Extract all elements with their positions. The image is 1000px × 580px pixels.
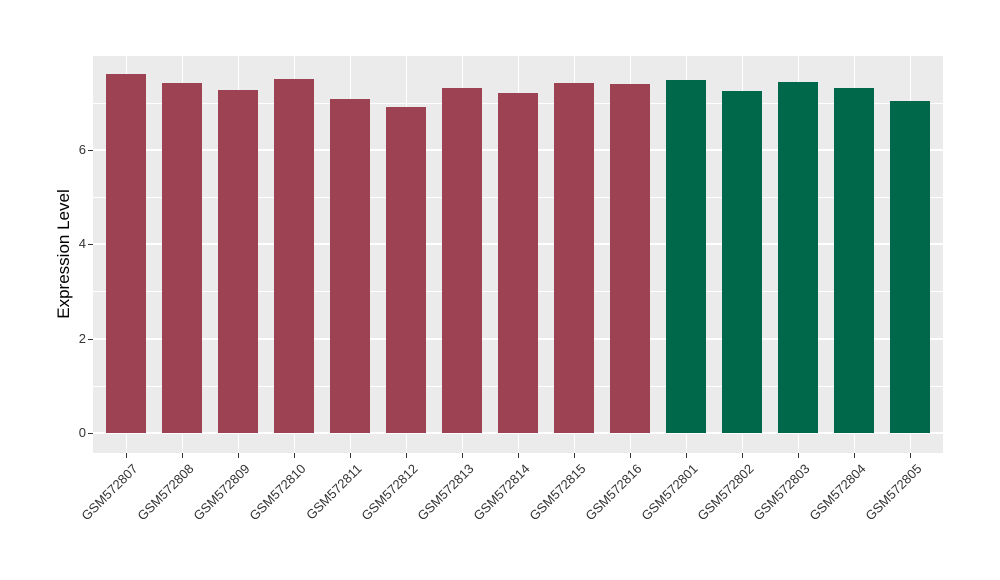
x-tick-mark xyxy=(798,453,799,458)
x-tick-label: GSM572804 xyxy=(806,461,869,524)
x-tick-label: GSM572816 xyxy=(582,461,645,524)
y-tick-mark xyxy=(88,433,93,434)
x-tick-mark xyxy=(126,453,127,458)
bar-GSM572812 xyxy=(386,107,426,433)
x-tick-mark xyxy=(462,453,463,458)
bar-GSM572815 xyxy=(554,83,594,433)
bar-GSM572803 xyxy=(778,82,818,433)
x-tick-label: GSM572808 xyxy=(134,461,197,524)
x-tick-label: GSM572802 xyxy=(694,461,757,524)
x-tick-label: GSM572809 xyxy=(190,461,253,524)
x-tick-label: GSM572803 xyxy=(750,461,813,524)
y-tick-mark xyxy=(88,244,93,245)
bar-GSM572802 xyxy=(722,91,762,433)
bar-GSM572814 xyxy=(498,93,538,433)
bar-GSM572808 xyxy=(162,83,202,433)
y-tick-label: 0 xyxy=(78,425,86,440)
bar-GSM572804 xyxy=(834,88,874,433)
x-tick-mark xyxy=(574,453,575,458)
y-tick-mark xyxy=(88,150,93,151)
major-gridline xyxy=(93,432,943,434)
x-tick-label: GSM572815 xyxy=(526,461,589,524)
y-tick-mark xyxy=(88,339,93,340)
x-tick-mark xyxy=(742,453,743,458)
bar-GSM572809 xyxy=(218,90,258,433)
bar-GSM572807 xyxy=(106,74,146,433)
y-tick-label: 6 xyxy=(78,142,86,157)
x-tick-label: GSM572811 xyxy=(303,461,365,523)
x-tick-label: GSM572801 xyxy=(638,461,701,524)
x-tick-mark xyxy=(518,453,519,458)
x-tick-label: GSM572810 xyxy=(246,461,309,524)
x-tick-mark xyxy=(350,453,351,458)
bar-GSM572805 xyxy=(890,101,930,433)
x-tick-label: GSM572805 xyxy=(862,461,925,524)
bar-GSM572801 xyxy=(666,80,706,433)
bar-GSM572810 xyxy=(274,79,314,433)
y-tick-label: 4 xyxy=(78,236,86,251)
plot-panel xyxy=(93,56,943,453)
x-tick-mark xyxy=(182,453,183,458)
x-tick-mark xyxy=(406,453,407,458)
x-tick-mark xyxy=(294,453,295,458)
x-tick-mark xyxy=(630,453,631,458)
x-tick-mark xyxy=(686,453,687,458)
x-tick-mark xyxy=(238,453,239,458)
x-tick-label: GSM572814 xyxy=(470,461,533,524)
bar-GSM572816 xyxy=(610,84,650,433)
x-tick-label: GSM572812 xyxy=(358,461,421,524)
x-tick-label: GSM572807 xyxy=(78,461,141,524)
x-tick-mark xyxy=(910,453,911,458)
bar-GSM572813 xyxy=(442,88,482,433)
y-tick-label: 2 xyxy=(78,331,86,346)
x-tick-label: GSM572813 xyxy=(414,461,477,524)
bar-GSM572811 xyxy=(330,99,370,433)
x-tick-mark xyxy=(854,453,855,458)
